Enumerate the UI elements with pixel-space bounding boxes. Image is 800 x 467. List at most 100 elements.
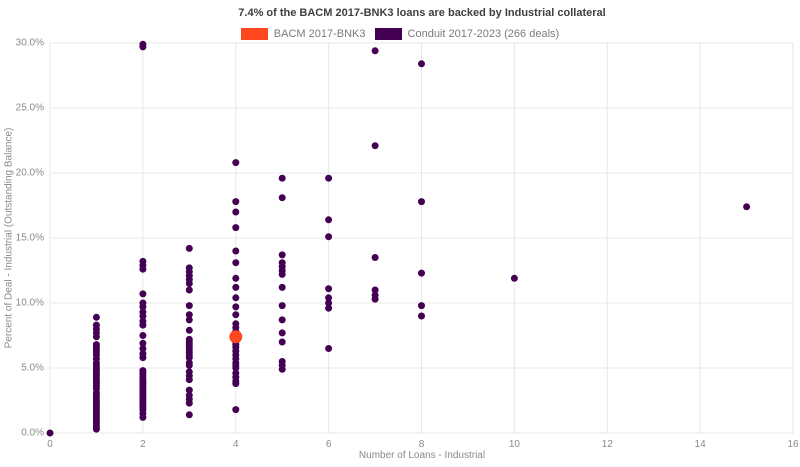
legend-item-bacm: BACM 2017-BNK3 [240, 28, 366, 40]
x-tick-label: 16 [787, 439, 799, 450]
data-point [418, 312, 425, 320]
data-point [232, 303, 240, 311]
legend: BACM 2017-BNK3 Conduit 2017-2023 (266 de… [0, 28, 800, 40]
data-point [232, 259, 240, 267]
data-point [185, 280, 193, 287]
data-point [185, 326, 193, 334]
data-point [185, 399, 193, 407]
data-point [418, 60, 425, 68]
data-point [232, 159, 240, 167]
x-axis-title: Number of Loans - Industrial [358, 450, 486, 461]
data-point [371, 47, 379, 55]
data-point [185, 386, 193, 394]
data-point [139, 413, 147, 421]
data-point [232, 283, 240, 291]
x-tick-label: 6 [325, 439, 332, 450]
data-point [278, 329, 286, 337]
x-tick-label: 0 [47, 439, 53, 450]
data-point [325, 345, 333, 352]
data-point [185, 311, 193, 319]
data-point [325, 174, 333, 182]
data-point [139, 354, 147, 362]
data-point [371, 286, 379, 294]
data-point [139, 345, 147, 352]
data-point [185, 244, 193, 252]
legend-swatch-bacm-icon [240, 28, 268, 40]
y-tick-label: 5.0% [21, 362, 44, 374]
legend-swatch-conduit-icon [374, 28, 402, 40]
x-tick-label: 4 [232, 439, 239, 450]
data-point [139, 321, 147, 329]
data-point [92, 333, 100, 341]
data-point [185, 376, 193, 384]
data-point [278, 365, 286, 373]
data-point [185, 354, 193, 362]
data-point [418, 198, 425, 206]
data-point [232, 406, 240, 414]
y-tick-label: 0.0% [21, 427, 44, 439]
x-tick-label: 2 [140, 439, 146, 450]
y-tick-label: 30.0% [15, 37, 44, 49]
y-tick-label: 20.0% [15, 167, 44, 179]
data-point [325, 285, 333, 293]
data-point [185, 316, 193, 324]
data-point [139, 290, 147, 298]
data-point [325, 304, 333, 312]
data-point [139, 265, 147, 273]
y-tick-label: 10.0% [15, 297, 44, 309]
y-axis-title: Percent of Deal - Industrial (Outstandin… [3, 127, 15, 349]
data-point [229, 330, 243, 344]
data-point [232, 198, 240, 206]
data-point [185, 286, 193, 294]
chart-title: 7.4% of the BACM 2017-BNK3 loans are bac… [238, 7, 606, 19]
data-point [232, 311, 240, 319]
data-point [185, 411, 193, 419]
y-tick-label: 25.0% [15, 102, 44, 114]
data-point [232, 380, 240, 388]
data-point [139, 332, 147, 339]
data-point [185, 361, 193, 369]
data-point [232, 364, 240, 372]
data-point [325, 233, 333, 241]
data-point [278, 174, 286, 182]
data-point [139, 303, 147, 311]
data-point [232, 294, 240, 302]
data-point [743, 203, 751, 211]
data-point [278, 338, 286, 346]
data-point [325, 299, 333, 307]
data-point [232, 208, 240, 216]
data-point [92, 425, 100, 433]
data-point [278, 251, 286, 259]
data-point [46, 429, 54, 437]
data-point [278, 194, 286, 202]
x-tick-label: 14 [694, 439, 706, 450]
data-point [278, 270, 286, 278]
x-tick-label: 12 [601, 439, 613, 450]
legend-item-conduit: Conduit 2017-2023 (266 deals) [374, 28, 560, 40]
data-point [232, 224, 240, 232]
legend-label-conduit: Conduit 2017-2023 (266 deals) [407, 28, 560, 40]
legend-label-bacm: BACM 2017-BNK3 [273, 28, 366, 40]
data-point [371, 295, 379, 303]
y-tick-label: 15.0% [15, 232, 44, 244]
data-point [139, 43, 147, 51]
data-point [278, 283, 286, 291]
data-point [418, 269, 425, 277]
data-point [371, 142, 379, 150]
data-point [371, 254, 379, 261]
data-point [139, 339, 147, 347]
data-point [325, 294, 333, 302]
data-point [232, 247, 240, 255]
data-point [232, 274, 240, 282]
data-point [418, 302, 425, 310]
data-point [325, 216, 333, 224]
data-point [510, 274, 518, 282]
data-point [185, 302, 193, 310]
data-point [278, 316, 286, 324]
data-point [139, 312, 147, 320]
data-point [92, 313, 100, 321]
x-tick-label: 10 [508, 439, 520, 450]
data-point [278, 302, 286, 310]
